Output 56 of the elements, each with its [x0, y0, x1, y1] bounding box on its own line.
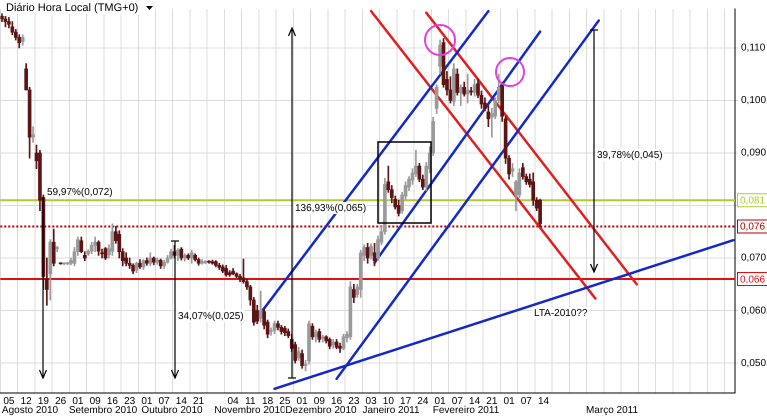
ref-line-label: 0,081: [740, 195, 766, 206]
x-tick-label: 07: [158, 396, 170, 407]
x-tick-label: 14: [176, 396, 188, 407]
x-tick-label: 14: [469, 396, 481, 407]
x-tick-label: 03: [366, 396, 378, 407]
x-tick-label: 12: [20, 396, 32, 407]
ref-line-label: 0,066: [740, 274, 766, 286]
x-tick-label: 23: [348, 396, 360, 407]
y-tick-label: 0,090: [741, 148, 766, 159]
x-tick-label: 18: [262, 396, 274, 407]
x-tick-label: 01: [296, 396, 308, 407]
x-tick-label: 01: [504, 396, 516, 407]
x-tick-label: 16: [106, 396, 118, 407]
x-tick-label: 14: [538, 396, 550, 407]
annotation: LTA-2010??: [534, 308, 588, 319]
y-tick-label: 0,050: [741, 358, 766, 369]
y-tick-label: 0,100: [741, 95, 766, 106]
candlestick: [31, 126, 35, 143]
text: Janeiro 2011: [362, 404, 420, 416]
annotation: 39,78%(0,045): [597, 150, 663, 161]
candlestick: [510, 163, 514, 177]
x-tick-label: 07: [452, 396, 464, 407]
x-tick-label: 24: [417, 396, 429, 407]
x-tick-label: 21: [193, 396, 205, 407]
x-tick-label: 26: [55, 396, 67, 407]
x-tick-label: 01: [434, 396, 446, 407]
text: Fevereiro 2011: [432, 404, 500, 416]
x-tick-label: 25: [279, 396, 291, 407]
text: Outubro 2010: [141, 404, 204, 416]
x-tick-label: 09: [90, 396, 102, 407]
x-tick-label: 07: [520, 396, 532, 407]
x-tick-label: 10: [382, 396, 394, 407]
y-tick-label: 0,060: [741, 305, 766, 316]
chart-title: Diário Hora Local (TMG+0): [6, 2, 138, 14]
x-tick-label: 19: [38, 396, 50, 407]
x-tick-label: 01: [141, 396, 153, 407]
text: Novembro 2010: [214, 404, 286, 416]
x-tick-label: 01: [72, 396, 84, 407]
y-tick-label: 0,070: [741, 252, 766, 264]
text: Março 2011: [586, 404, 638, 416]
x-tick-label: 21: [486, 396, 498, 407]
x-tick-label: 23: [124, 396, 136, 407]
x-tick-label: 04: [228, 396, 240, 407]
x-tick-label: 16: [331, 396, 343, 407]
x-tick-label: 09: [314, 396, 326, 407]
y-tick-label: 0,110: [741, 42, 766, 54]
text: Dezembro 2010: [285, 404, 358, 416]
annotation: 59,97%(0,072): [47, 186, 113, 198]
annotation: 136,93%(0,065): [295, 202, 366, 214]
text: Agosto 2010: [2, 404, 59, 416]
x-tick-label: 17: [400, 396, 412, 407]
x-tick-label: 05: [3, 396, 15, 407]
ref-line-label: 0,076: [740, 222, 766, 233]
text: Setembro 2010: [68, 404, 138, 416]
x-tick-label: 11: [245, 396, 256, 407]
annotation: 34,07%(0,025): [178, 310, 244, 322]
